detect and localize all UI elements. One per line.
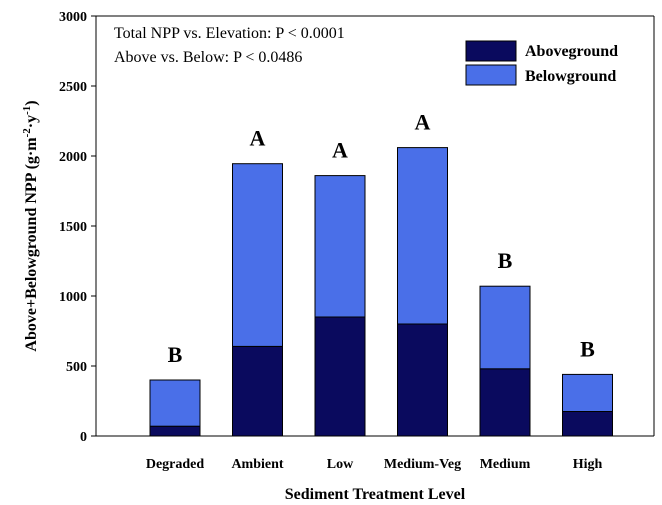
bar-aboveground-high bbox=[563, 412, 613, 437]
bars-group bbox=[150, 148, 613, 436]
bar-belowground-low bbox=[315, 176, 365, 317]
bar-aboveground-medium bbox=[480, 369, 530, 436]
bar-aboveground-low bbox=[315, 317, 365, 436]
significance-letter: B bbox=[168, 342, 183, 367]
y-axis-title-exp2: -1 bbox=[21, 106, 33, 115]
x-tick-label: Degraded bbox=[146, 457, 205, 472]
legend-label-belowground: Belowground bbox=[525, 68, 616, 85]
y-axis-title: Above+Belowground NPP (g·m-2·y-1) bbox=[21, 100, 40, 351]
legend-label-aboveground: Aboveground bbox=[525, 43, 618, 60]
bar-aboveground-degraded bbox=[150, 426, 200, 436]
y-tick-label: 2500 bbox=[59, 80, 87, 95]
y-axis-ticks: 0 500 1000 1500 2000 2500 3000 bbox=[59, 10, 96, 445]
y-axis-title-main: Above+Belowground NPP (g·m bbox=[23, 137, 40, 352]
x-tick-label: Ambient bbox=[231, 457, 283, 472]
bar-belowground-medium bbox=[480, 286, 530, 369]
legend: Aboveground Belowground bbox=[466, 41, 618, 85]
x-tick-label: Low bbox=[327, 457, 354, 472]
y-axis-title-end: ) bbox=[23, 100, 40, 105]
legend-swatch-aboveground bbox=[466, 41, 516, 61]
significance-letter: A bbox=[415, 110, 431, 135]
legend-swatch-belowground bbox=[466, 65, 516, 85]
bar-belowground-high bbox=[563, 374, 613, 411]
significance-letters: B A A A B B bbox=[168, 110, 596, 367]
y-axis-title-mid: ·y bbox=[23, 115, 40, 128]
y-tick-label: 1500 bbox=[59, 220, 87, 235]
significance-letter: B bbox=[498, 248, 513, 273]
y-tick-label: 500 bbox=[66, 360, 87, 375]
significance-letter: A bbox=[250, 126, 266, 151]
x-axis-title: Sediment Treatment Level bbox=[285, 486, 466, 503]
y-tick-label: 0 bbox=[80, 430, 87, 445]
bar-aboveground-medium-veg bbox=[398, 324, 448, 436]
y-tick-label: 3000 bbox=[59, 10, 87, 25]
x-axis-ticks: Degraded Ambient Low Medium-Veg Medium High bbox=[146, 457, 603, 472]
annotation-above-below: Above vs. Below: P < 0.0486 bbox=[114, 49, 302, 66]
significance-letter: A bbox=[332, 138, 348, 163]
annotation-total-npp: Total NPP vs. Elevation: P < 0.0001 bbox=[114, 25, 345, 42]
bar-belowground-ambient bbox=[233, 164, 283, 347]
x-tick-label: High bbox=[573, 457, 603, 472]
bar-belowground-degraded bbox=[150, 380, 200, 426]
bar-aboveground-ambient bbox=[233, 346, 283, 436]
x-tick-label: Medium bbox=[480, 457, 531, 472]
bar-belowground-medium-veg bbox=[398, 148, 448, 324]
x-tick-label: Medium-Veg bbox=[384, 457, 461, 472]
y-tick-label: 2000 bbox=[59, 150, 87, 165]
significance-letter: B bbox=[580, 336, 595, 361]
y-tick-label: 1000 bbox=[59, 290, 87, 305]
